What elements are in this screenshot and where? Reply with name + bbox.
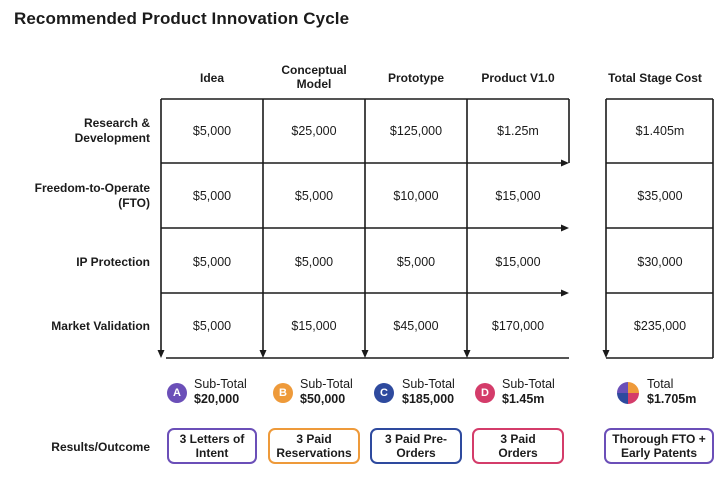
- outcome-letters-of-intent-text: 3 Letters of Intent: [179, 432, 245, 460]
- column-header-total-stage-cost: Total Stage Cost: [608, 71, 702, 85]
- cell-rd-conceptual: $25,000: [291, 124, 337, 138]
- row-header-fto: Freedom-to-Operate (FTO): [0, 181, 150, 211]
- subtotal-c-label: Sub-Total: [402, 377, 455, 391]
- cell-ip-product: $15,000: [495, 255, 541, 269]
- badge-d-icon: D: [475, 383, 495, 403]
- outcome-paid-orders-text: 3 Paid Orders: [498, 432, 538, 460]
- row-header-ip-protection: IP Protection: [76, 255, 150, 269]
- cell-rd-prototype: $125,000: [389, 124, 443, 138]
- cell-mv-idea: $5,000: [192, 319, 232, 333]
- outcome-paid-reservations-text: 3 Paid Reservations: [276, 432, 352, 460]
- cell-ip-total: $30,000: [637, 255, 683, 269]
- cell-fto-conceptual: $5,000: [294, 189, 334, 203]
- cell-fto-product: $15,000: [495, 189, 541, 203]
- badge-c-icon: C: [374, 383, 394, 403]
- column-header-prototype: Prototype: [387, 71, 444, 85]
- cell-mv-conceptual: $15,000: [291, 319, 337, 333]
- row-header-research-development: Research & Development: [0, 116, 150, 146]
- subtotal-b-amount: $50,000: [300, 392, 346, 406]
- cell-fto-prototype: $10,000: [393, 189, 439, 203]
- outcome-paid-reservations: 3 Paid Reservations: [268, 428, 360, 464]
- cell-mv-total: $235,000: [633, 319, 687, 333]
- outcome-paid-orders: 3 Paid Orders: [472, 428, 564, 464]
- row-header-research-development-text: Research & Development: [74, 116, 150, 145]
- subtotal-b-label: Sub-Total: [300, 377, 353, 391]
- cell-rd-total: $1.405m: [635, 124, 685, 138]
- outcome-letters-of-intent: 3 Letters of Intent: [167, 428, 257, 464]
- subtotal-c: Sub-Total $185,000: [402, 377, 455, 407]
- page-title: Recommended Product Innovation Cycle: [14, 9, 350, 28]
- cell-ip-conceptual: $5,000: [294, 255, 334, 269]
- outcome-paid-pre-orders-text: 3 Paid Pre-Orders: [384, 432, 448, 460]
- cell-rd-idea: $5,000: [192, 124, 232, 138]
- subtotal-a-label: Sub-Total: [194, 377, 247, 391]
- cell-mv-product: $170,000: [491, 319, 545, 333]
- badge-b-icon: B: [273, 383, 293, 403]
- column-header-product-v1: Product V1.0: [481, 71, 555, 85]
- row-header-market-validation: Market Validation: [51, 319, 150, 333]
- column-header-idea: Idea: [199, 71, 224, 85]
- subtotal-c-amount: $185,000: [402, 392, 455, 406]
- cell-mv-prototype: $45,000: [393, 319, 439, 333]
- grand-total-label: Total: [647, 377, 674, 391]
- subtotal-d-amount: $1.45m: [502, 392, 545, 406]
- badge-a-icon: A: [167, 383, 187, 403]
- row-header-fto-text: Freedom-to-Operate (FTO): [34, 181, 150, 210]
- subtotal-b: Sub-Total $50,000: [300, 377, 353, 407]
- cell-ip-prototype: $5,000: [396, 255, 436, 269]
- subtotal-d-label: Sub-Total: [502, 377, 555, 391]
- cell-fto-total: $35,000: [637, 189, 683, 203]
- column-header-conceptual-model-text: Conceptual Model: [281, 63, 347, 91]
- cell-rd-product: $1.25m: [497, 124, 539, 138]
- grand-total-amount: $1.705m: [647, 392, 697, 406]
- subtotal-d: Sub-Total $1.45m: [502, 377, 555, 407]
- cell-ip-idea: $5,000: [192, 255, 232, 269]
- outcome-fto-early-patents-text: Thorough FTO + Early Patents: [612, 432, 706, 460]
- grand-total: Total $1.705m: [647, 377, 696, 407]
- results-outcome-label: Results/Outcome: [51, 440, 150, 454]
- outcome-paid-pre-orders: 3 Paid Pre-Orders: [370, 428, 462, 464]
- cell-fto-idea: $5,000: [192, 189, 232, 203]
- subtotal-a-amount: $20,000: [194, 392, 240, 406]
- pie-chart-icon: [617, 382, 639, 404]
- column-header-conceptual-model: Conceptual Model: [264, 63, 364, 91]
- subtotal-a: Sub-Total $20,000: [194, 377, 247, 407]
- outcome-fto-early-patents: Thorough FTO + Early Patents: [604, 428, 714, 464]
